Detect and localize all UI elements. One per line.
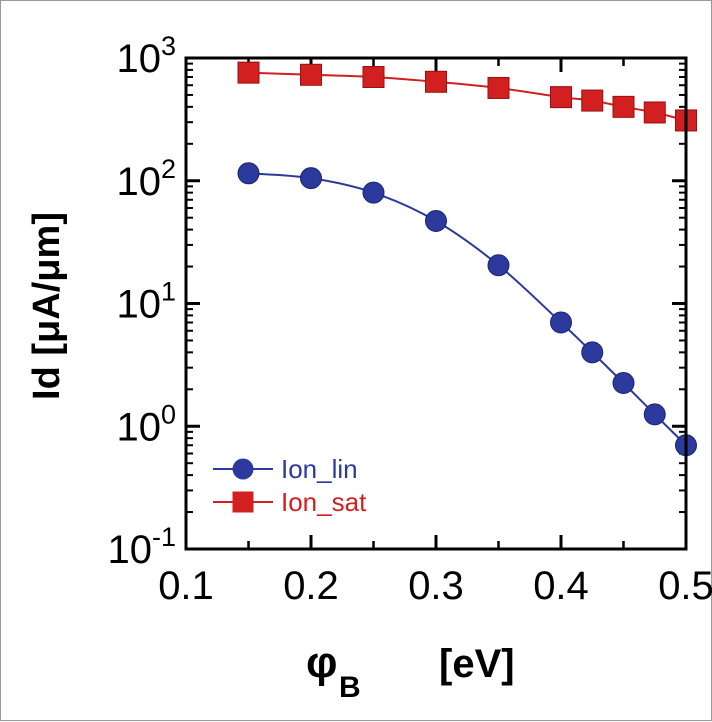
x-axis-label-unit: [eV] [439,642,515,686]
plot-area [184,56,688,551]
legend-item: Ion_lin [213,454,358,484]
x-axis-label-subscript: B [339,671,361,704]
x-tick-label: 0.3 [408,564,464,608]
data-point-circle [581,341,604,364]
data-point-square [237,61,260,84]
data-point-square [550,86,572,109]
legend-item: Ion_sat [213,487,367,517]
series-Ion_lin [237,162,697,457]
data-point-square [300,63,322,86]
data-point-circle [487,254,510,277]
data-point-square [425,70,447,93]
legend-label: Ion_lin [281,454,358,484]
y-tick-label: 100 [116,399,176,449]
data-point-circle [300,167,322,190]
y-tick-label: 102 [116,154,176,204]
x-tick-label: 0.2 [283,564,339,608]
data-point-square [643,101,666,124]
x-tick-label: 0.1 [158,564,214,608]
y-tick-label: 101 [116,277,176,327]
tick-marks [184,56,688,551]
x-tick-label: 0.4 [533,564,589,608]
x-tick-label: 0.5 [658,564,712,608]
data-point-circle [237,162,260,185]
series-line [248,172,687,446]
legend-label: Ion_sat [281,487,367,517]
series-line [248,71,687,122]
series-Ion_sat [237,61,697,132]
data-point-circle [550,311,572,334]
data-point-circle [362,181,385,204]
y-tick-labels: 103 102 101 100 10-1 [107,31,176,572]
data-point-circle [643,403,666,426]
x-axis-label-symbol: φ [306,638,337,687]
x-tick-labels: 0.1 0.2 0.3 0.4 0.5 [158,564,712,608]
data-point-square [362,66,385,89]
legend-marker-circle [232,458,254,480]
y-axis-label: Id [μA/μm] [26,212,68,400]
data-point-circle [612,372,635,395]
data-point-circle [425,209,447,232]
data-point-square [487,76,510,99]
y-tick-label: 10-1 [107,522,176,572]
y-tick-label: 103 [116,31,176,81]
data-point-square [581,89,604,112]
legend-marker-square [232,491,254,513]
data-point-square [612,95,635,118]
series-layer [237,61,697,457]
